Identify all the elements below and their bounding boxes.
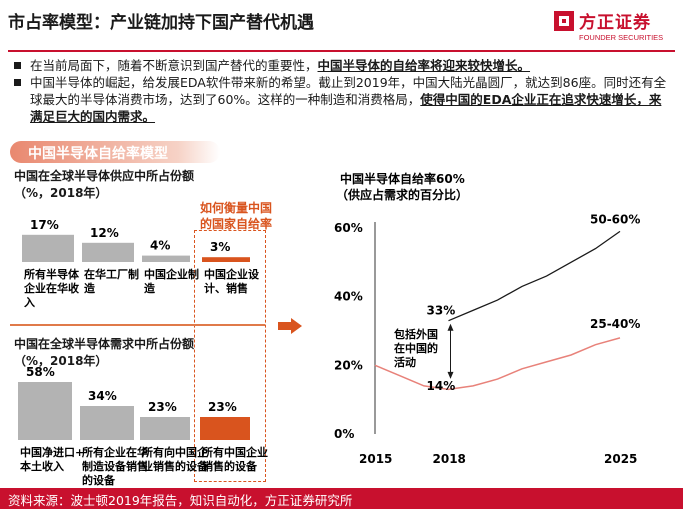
- bullet-item: 中国半导体的崛起，给发展EDA软件带来新的希望。截止到2019年，中国大陆光晶圆…: [10, 74, 672, 125]
- bar-1-2: [140, 417, 190, 440]
- annotation-foreign: 包括外国在中国的活动: [393, 327, 438, 369]
- bullet-square-icon: [14, 79, 21, 86]
- bar-category-label: 中国净进口+本土收入: [20, 445, 84, 473]
- arrow-up-icon: [447, 323, 454, 331]
- bar-category-label: 在华工厂制造: [84, 267, 139, 295]
- highlight-label: 如何衡量中国的国家自给率: [200, 201, 273, 231]
- x-tick-label: 2018: [433, 452, 466, 466]
- bullet-square-icon: [14, 62, 21, 69]
- bullet-list: 在当前局面下，随着不断意识到国产替代的重要性，中国半导体的自给率将迎来较快增长。…: [10, 57, 672, 125]
- bar-category-label: 所有企业在华制造设备销售的设备: [82, 445, 148, 487]
- source-footer: 资料来源：波士顿2019年报告，知识自动化，方正证券研究所: [0, 488, 683, 509]
- founder-logo-icon: [554, 11, 574, 31]
- y-tick-label: 20%: [334, 358, 363, 372]
- y-tick-label: 40%: [334, 290, 363, 304]
- bar-1-3: [200, 417, 250, 440]
- bar-charts: 17% 所有半导体企业在华收入 12% 在华工厂制造 4% 中国企业制造 3% 中国企业设计、…: [18, 218, 268, 487]
- bar-value-label: 4%: [150, 239, 170, 253]
- series-end-label: 50-60%: [590, 212, 640, 226]
- bullet-emphasis: 使得中国的EDA企业正在追求快速增长，来满足巨大的国内需求。: [30, 92, 662, 124]
- bar-value-label: 12%: [90, 226, 119, 240]
- line-chart-title: 中国半导体自给率60%: [340, 171, 465, 186]
- brand-logo: 方正证券 FOUNDER SECURITIES: [553, 6, 671, 48]
- bar-category-label: 所有向中国企业销售的设备: [142, 445, 209, 473]
- bar-value-label: 17%: [30, 218, 59, 232]
- bar-1-0: [18, 382, 72, 440]
- line-chart-subtitle: （供应占需求的百分比）: [336, 187, 468, 202]
- y-tick-label: 0%: [334, 427, 354, 441]
- annotation-33: 33%: [427, 304, 456, 318]
- page-title: 市占率模型：产业链加持下国产替代机遇: [8, 13, 314, 33]
- bullet-item: 在当前局面下，随着不断意识到国产替代的重要性，中国半导体的自给率将迎来较快增长。: [10, 57, 672, 74]
- right-arrow-icon: [278, 318, 302, 334]
- line-chart: 中国半导体自给率60% （供应占需求的百分比） 0% 20% 40% 60% 2015 2…: [334, 171, 640, 466]
- bar-1-1: [80, 406, 134, 440]
- bar-0-0: [22, 234, 74, 262]
- arrow-down-icon: [447, 371, 454, 379]
- section-divider: [10, 324, 265, 326]
- series-end-label: 25-40%: [590, 317, 640, 331]
- title-divider: [8, 50, 675, 52]
- model-tag: 中国半导体自给率模型: [10, 141, 220, 163]
- bar-value-label: 34%: [88, 389, 117, 403]
- bar-category-label: 所有中国企业销售的设备: [202, 445, 268, 473]
- bar-category-label: 中国企业设计、销售: [204, 267, 260, 295]
- annotation-14: 14%: [427, 379, 456, 393]
- series-line-1: [374, 337, 621, 391]
- bar-category-label: 中国企业制造: [144, 267, 199, 295]
- x-tick-label: 2015: [359, 452, 392, 466]
- bar-value-label: 58%: [26, 365, 55, 379]
- source-text: 资料来源：波士顿2019年报告，知识自动化，方正证券研究所: [8, 493, 353, 508]
- model-tag-label: 中国半导体自给率模型: [28, 146, 168, 162]
- bar-value-label: 23%: [208, 400, 237, 414]
- logo-text-cn: 方正证券: [579, 13, 651, 33]
- demand-chart-title: 中国在全球半导体需求中所占份额（%，2018年）: [14, 337, 195, 368]
- bar-value-label: 23%: [148, 400, 177, 414]
- logo-text-en: FOUNDER SECURITIES: [579, 33, 664, 42]
- bar-0-1: [82, 242, 134, 262]
- highlight-box: [194, 230, 266, 482]
- series-line-0: [448, 230, 621, 322]
- x-tick-label: 2025: [604, 452, 637, 466]
- supply-chart-title: 中国在全球半导体供应中所占份额（%，2018年）: [14, 169, 195, 200]
- bullet-emphasis: 中国半导体的自给率将迎来较快增长。: [317, 58, 531, 73]
- bullet-text: 在当前局面下，随着不断意识到国产替代的重要性，: [30, 58, 318, 73]
- bar-0-3: [202, 257, 250, 262]
- bar-category-label: 所有半导体企业在华收入: [23, 267, 80, 309]
- y-tick-label: 60%: [334, 221, 363, 235]
- bar-value-label: 3%: [210, 240, 230, 254]
- bullet-text: 中国半导体的崛起，给发展EDA软件带来新的希望。截止到2019年，中国大陆光晶圆…: [30, 75, 667, 107]
- bar-0-2: [142, 255, 190, 262]
